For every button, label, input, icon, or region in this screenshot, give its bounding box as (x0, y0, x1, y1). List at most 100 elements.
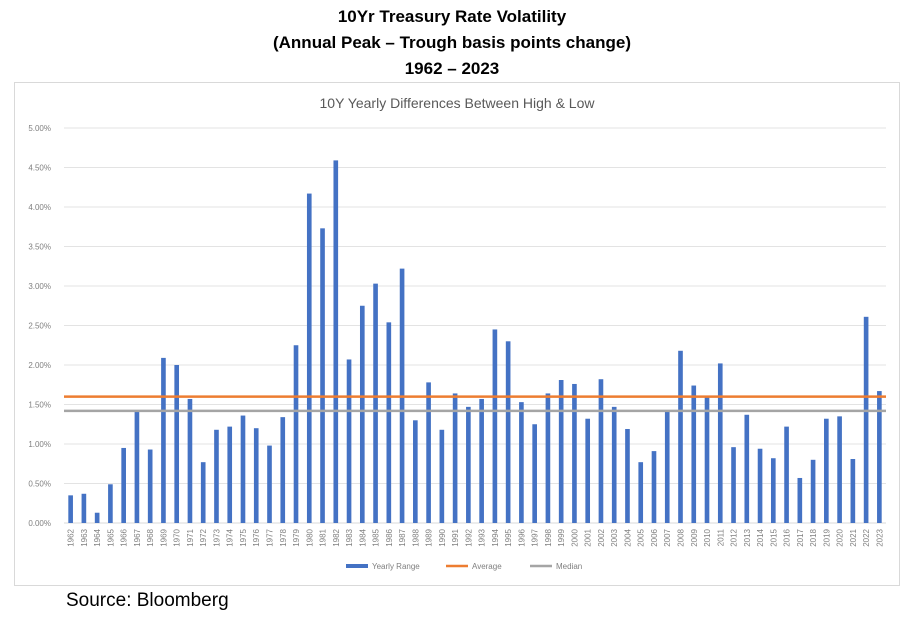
y-tick-label: 0.50% (28, 480, 51, 489)
bar (280, 417, 286, 523)
bar (333, 160, 339, 523)
chart-heading-line-1: 10Yr Treasury Rate Volatility (337, 7, 567, 26)
x-tick-label: 2010 (703, 528, 712, 546)
x-tick-label: 1981 (319, 528, 328, 546)
chart-heading-line-3: 1962 – 2023 (404, 59, 500, 78)
bar (757, 448, 763, 523)
x-tick-label: 2009 (690, 528, 699, 546)
x-tick-label: 1963 (80, 528, 89, 546)
bar (731, 447, 736, 523)
legend-label: Average (472, 562, 502, 571)
y-tick-label: 3.00% (28, 282, 51, 291)
x-tick-label: 1964 (93, 528, 102, 546)
y-tick-label: 5.00% (28, 124, 51, 133)
bar (426, 382, 431, 523)
bar (678, 350, 683, 523)
bar (267, 445, 272, 523)
bar (240, 415, 246, 523)
x-tick-label: 2006 (650, 528, 659, 546)
x-tick-label: 1996 (517, 528, 526, 546)
x-tick-label: 1978 (279, 528, 288, 546)
bar (81, 493, 87, 523)
x-tick-label: 1992 (464, 528, 473, 546)
x-tick-label: 2017 (796, 528, 805, 546)
x-tick-label: 1985 (372, 528, 381, 546)
bar (824, 418, 829, 523)
x-tick-label: 2001 (584, 528, 593, 546)
x-tick-label: 1988 (411, 528, 420, 546)
legend-label: Median (556, 562, 582, 571)
x-tick-label: 2005 (637, 528, 646, 546)
x-tick-label: 1989 (425, 528, 434, 546)
bar (744, 414, 750, 523)
x-tick-label: 2013 (743, 528, 752, 546)
bar (121, 447, 126, 523)
bar (161, 357, 166, 523)
x-tick-label: 1986 (385, 528, 394, 546)
bar (850, 459, 856, 523)
bar (505, 341, 511, 523)
y-tick-label: 2.50% (28, 322, 51, 331)
bar (651, 451, 657, 523)
bar (717, 363, 723, 523)
chart-container: 10Y Yearly Differences Between High & Lo… (14, 82, 900, 586)
bar (466, 406, 471, 523)
bar (452, 393, 458, 523)
y-tick-label: 0.00% (28, 519, 51, 528)
x-tick-label: 2011 (716, 528, 725, 546)
bar (200, 462, 206, 523)
x-tick-label: 2022 (862, 528, 871, 546)
bar (134, 411, 140, 523)
bar (492, 329, 498, 523)
bar (214, 429, 219, 523)
bar (691, 385, 697, 523)
bar (837, 416, 842, 523)
x-tick-label: 2014 (756, 528, 765, 546)
x-tick-label: 1977 (266, 528, 275, 546)
bar (797, 477, 803, 523)
x-tick-label: 1979 (292, 528, 301, 546)
x-tick-label: 2008 (677, 528, 686, 546)
bar (545, 393, 551, 523)
x-tick-label: 1971 (186, 528, 195, 546)
x-tick-label: 1975 (239, 528, 248, 546)
source-note: Source: Bloomberg (66, 590, 229, 611)
y-tick-label: 4.00% (28, 203, 51, 212)
x-tick-label: 1968 (146, 528, 155, 546)
bar (346, 359, 352, 523)
bar (108, 484, 113, 523)
y-tick-label: 1.00% (28, 440, 51, 449)
bar (770, 458, 776, 523)
x-tick-label: 1982 (332, 528, 341, 546)
x-tick-label: 1980 (305, 528, 314, 546)
x-tick-label: 1974 (226, 528, 235, 546)
x-tick-label: 1976 (252, 528, 261, 546)
x-tick-label: 1993 (478, 528, 487, 546)
bar (625, 428, 630, 523)
x-tick-label: 1994 (491, 528, 500, 546)
bar (147, 449, 153, 523)
x-tick-label: 1998 (544, 528, 553, 546)
bar (863, 316, 869, 523)
bar (227, 426, 233, 523)
x-tick-label: 2004 (623, 528, 632, 546)
x-tick-label: 1972 (199, 528, 208, 546)
bar (532, 424, 537, 523)
bar (94, 512, 100, 523)
bar (638, 462, 644, 523)
chart-heading-line-2: (Annual Peak – Trough basis points chang… (272, 33, 631, 52)
bar (293, 345, 299, 523)
bar (373, 283, 378, 523)
x-tick-label: 2021 (849, 528, 858, 546)
x-tick-label: 1973 (212, 528, 221, 546)
x-tick-label: 2002 (597, 528, 606, 546)
x-tick-label: 1962 (67, 528, 76, 546)
x-tick-label: 1965 (106, 528, 115, 546)
bar (611, 406, 617, 523)
bar (784, 426, 789, 523)
x-tick-label: 1995 (504, 528, 513, 546)
bar (479, 398, 484, 523)
bar (598, 379, 604, 523)
x-tick-label: 1999 (557, 528, 566, 546)
bar (413, 420, 418, 523)
